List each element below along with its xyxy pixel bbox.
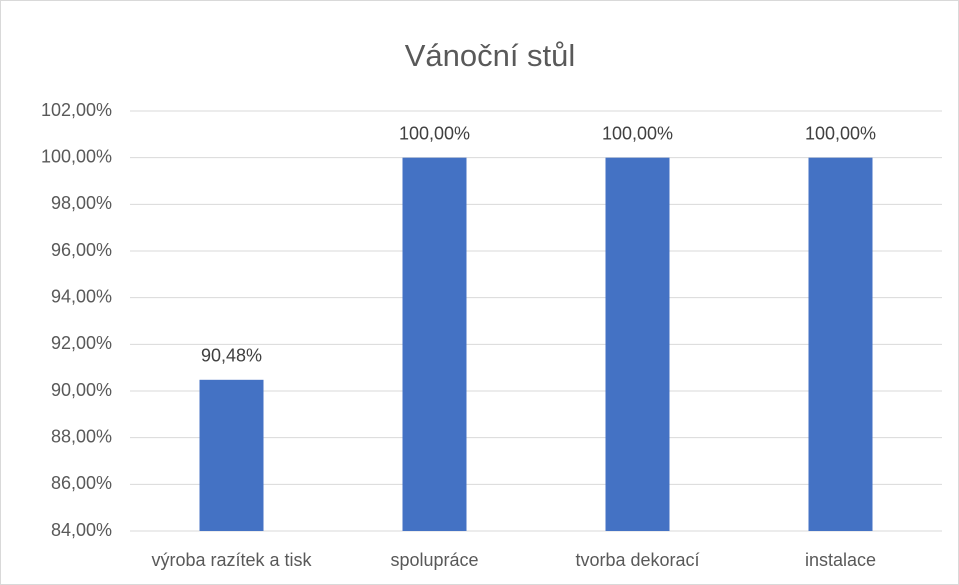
- x-tick-label: instalace: [805, 550, 876, 570]
- bar: [199, 379, 264, 531]
- data-label: 100,00%: [602, 123, 673, 143]
- x-tick-label: spolupráce: [390, 550, 478, 570]
- y-tick-label: 90,00%: [51, 380, 112, 400]
- y-tick-label: 94,00%: [51, 286, 112, 306]
- data-label: 100,00%: [399, 123, 470, 143]
- y-tick-label: 100,00%: [41, 146, 112, 166]
- y-tick-label: 98,00%: [51, 193, 112, 213]
- bar: [402, 157, 467, 531]
- x-tick-label: výroba razítek a tisk: [151, 550, 312, 570]
- chart-title: Vánoční stůl: [405, 38, 576, 73]
- y-tick-label: 96,00%: [51, 240, 112, 260]
- data-label: 100,00%: [805, 123, 876, 143]
- y-tick-label: 92,00%: [51, 333, 112, 353]
- data-label: 90,48%: [201, 346, 262, 366]
- y-tick-label: 86,00%: [51, 473, 112, 493]
- y-tick-label: 88,00%: [51, 426, 112, 446]
- y-tick-label: 84,00%: [51, 520, 112, 540]
- bar: [808, 157, 873, 531]
- y-tick-label: 102,00%: [41, 100, 112, 120]
- bar: [605, 157, 670, 531]
- x-tick-label: tvorba dekorací: [575, 550, 699, 570]
